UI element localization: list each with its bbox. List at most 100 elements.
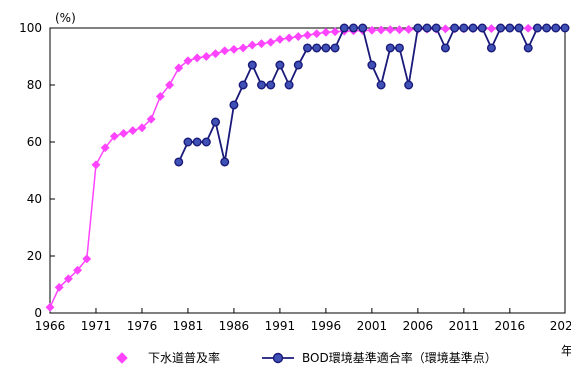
data-point-diamond	[376, 25, 386, 35]
data-point-diamond	[119, 128, 129, 139]
x-tick-label: 2016	[495, 319, 526, 333]
data-point-diamond	[394, 25, 405, 35]
y-tick-label: 20	[27, 249, 42, 263]
data-point-circle	[229, 100, 239, 110]
data-point-circle	[532, 23, 542, 33]
data-point-diamond	[404, 24, 414, 34]
data-point-diamond	[91, 160, 101, 170]
data-point-circle	[266, 80, 276, 90]
data-point-diamond	[109, 131, 119, 141]
x-tick-label: 1981	[173, 319, 204, 333]
data-point-circle	[321, 43, 331, 53]
data-point-circle	[358, 23, 368, 33]
data-point-diamond	[256, 39, 267, 49]
data-point-circle	[174, 157, 184, 167]
data-point-diamond	[247, 40, 257, 50]
data-point-circle	[238, 80, 248, 90]
plot-frame	[49, 27, 566, 314]
data-point-diamond	[155, 91, 165, 101]
data-point-diamond	[266, 37, 276, 47]
y-tick-label: 0	[34, 306, 42, 320]
data-point-circle	[385, 43, 395, 53]
data-point-diamond	[523, 23, 533, 33]
legend-label: BOD環境基準適合率（環境基準点）	[302, 350, 497, 365]
data-point-diamond	[100, 143, 110, 153]
y-tick-label: 40	[27, 192, 42, 206]
data-point-circle	[394, 43, 404, 53]
data-point-circle	[247, 60, 257, 70]
data-point-circle	[339, 23, 349, 33]
data-point-circle	[211, 117, 221, 127]
data-point-circle	[496, 23, 506, 33]
data-point-diamond	[486, 24, 496, 34]
data-point-diamond	[321, 27, 331, 37]
data-point-diamond	[220, 46, 230, 56]
data-point-diamond	[45, 302, 55, 312]
x-tick-label: 1996	[311, 319, 342, 333]
data-point-diamond	[293, 31, 303, 42]
data-point-diamond	[367, 25, 377, 35]
legend-marker-circle	[272, 352, 284, 364]
data-point-diamond	[192, 53, 202, 63]
data-point-diamond	[137, 123, 147, 133]
data-point-circle	[505, 23, 515, 33]
data-point-circle	[450, 23, 460, 33]
data-point-diamond	[63, 274, 73, 284]
data-point-diamond	[275, 34, 285, 44]
data-point-diamond	[284, 33, 294, 43]
x-tick-label: 2006	[403, 319, 434, 333]
legend-label: 下水道普及率	[148, 350, 220, 365]
data-point-circle	[486, 43, 496, 53]
data-point-circle	[312, 43, 322, 53]
data-point-diamond	[183, 56, 193, 66]
x-unit-label: 年	[561, 344, 571, 358]
data-point-diamond	[54, 282, 64, 292]
data-point-circle	[367, 60, 377, 70]
y-tick-label: 80	[27, 78, 42, 92]
data-point-diamond	[210, 49, 221, 59]
data-point-diamond	[165, 80, 175, 90]
data-point-diamond	[128, 126, 138, 136]
x-tick-label: 1971	[81, 319, 112, 333]
x-tick-label: 2011	[449, 319, 480, 333]
x-tick-label: 2001	[357, 319, 388, 333]
data-point-circle	[257, 80, 267, 90]
y-tick-label: 60	[27, 135, 42, 149]
data-point-diamond	[229, 44, 239, 54]
data-point-circle	[551, 23, 561, 33]
data-point-circle	[514, 23, 524, 33]
data-point-circle	[523, 43, 533, 53]
data-point-circle	[376, 80, 386, 90]
data-point-circle	[201, 137, 211, 147]
data-point-circle	[468, 23, 478, 33]
data-point-circle	[220, 157, 230, 167]
data-point-diamond	[238, 43, 248, 53]
data-point-diamond	[201, 51, 211, 62]
data-point-circle	[542, 23, 552, 33]
data-point-diamond	[385, 25, 395, 35]
x-tick-label: 2022	[550, 319, 571, 333]
data-point-circle	[440, 43, 450, 53]
data-point-circle	[404, 80, 414, 90]
data-point-circle	[293, 60, 303, 70]
data-point-circle	[303, 43, 313, 53]
data-point-circle	[477, 23, 487, 33]
data-point-circle	[422, 23, 432, 33]
data-point-diamond	[82, 254, 92, 264]
data-point-circle	[413, 23, 423, 33]
data-point-diamond	[73, 265, 83, 275]
data-point-circle	[348, 23, 358, 33]
x-tick-label: 1991	[265, 319, 296, 333]
y-unit-label: (%)	[55, 11, 76, 25]
data-point-diamond	[312, 29, 322, 39]
x-tick-label: 1986	[219, 319, 250, 333]
data-point-circle	[183, 137, 193, 147]
data-point-circle	[284, 80, 294, 90]
data-point-circle	[431, 23, 441, 33]
data-point-circle	[275, 60, 285, 70]
y-tick-label: 100	[19, 21, 42, 35]
data-point-diamond	[440, 24, 450, 34]
data-point-diamond	[330, 27, 340, 37]
